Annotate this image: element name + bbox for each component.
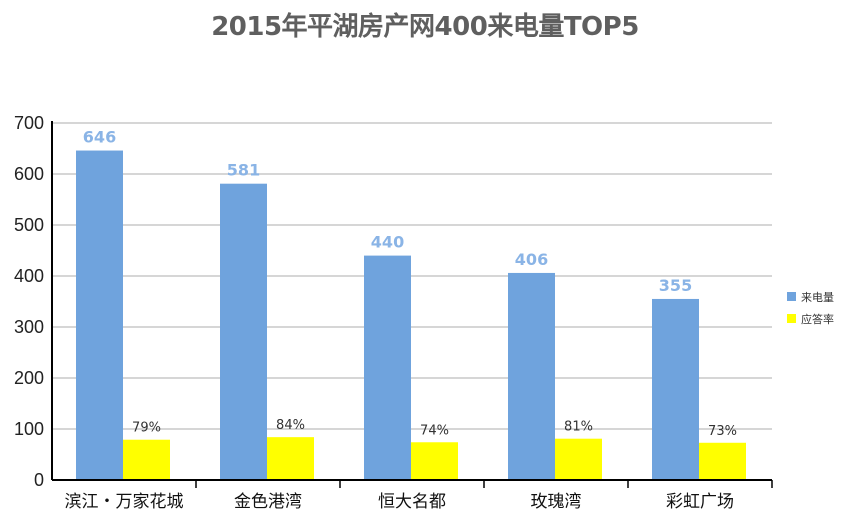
bar-answer-rate (699, 442, 746, 480)
bar-answer-rate (555, 438, 602, 480)
bar-call-volume (652, 298, 699, 480)
bar-call-volume (220, 183, 267, 480)
data-labels: 646 79% 581 84% 440 74% 406 81% 355 73% (83, 128, 737, 439)
gridlines (52, 122, 772, 430)
data-label-answer-rate: 79% (132, 421, 161, 436)
y-tick-label: 0 (34, 470, 44, 490)
bar-answer-rate (267, 437, 314, 480)
data-label-call-volume: 440 (371, 233, 404, 252)
legend-label: 来电量 (801, 291, 834, 304)
x-category-label: 恒大名都 (378, 492, 446, 512)
y-tick-label: 700 (14, 113, 44, 133)
x-category-label: 滨江・万家花城 (65, 492, 184, 512)
y-tick-label: 100 (14, 419, 44, 439)
x-category-label: 金色港湾 (234, 492, 302, 512)
data-label-call-volume: 646 (83, 128, 116, 147)
legend-label: 应答率 (801, 312, 834, 326)
data-label-answer-rate: 73% (708, 424, 737, 439)
bar-answer-rate (123, 439, 170, 480)
legend-swatch (787, 314, 796, 323)
y-tick-label: 400 (14, 266, 44, 286)
data-label-call-volume: 406 (515, 250, 548, 269)
chart-title: 2015年平湖房产网400来电量TOP5 (211, 12, 639, 42)
bar-call-volume (364, 255, 411, 480)
y-tick-label: 500 (14, 215, 44, 235)
data-label-answer-rate: 74% (420, 423, 449, 438)
x-category-label: 玫瑰湾 (531, 492, 582, 512)
data-label-call-volume: 355 (659, 276, 692, 295)
bars (76, 150, 746, 481)
data-label-answer-rate: 84% (276, 418, 305, 433)
y-tick-label: 300 (14, 317, 44, 337)
y-tick-label: 200 (14, 368, 44, 388)
axes: 0 100 200 300 400 500 600 700 滨江・万家花城 金色港湾 恒大名都 玫瑰湾… (14, 113, 773, 512)
bar-call-volume (76, 150, 123, 481)
legend-swatch (787, 292, 796, 301)
bar-call-volume (508, 272, 555, 480)
data-label-call-volume: 581 (227, 161, 260, 180)
y-tick-label: 600 (14, 164, 44, 184)
bar-answer-rate (411, 442, 458, 480)
data-label-answer-rate: 81% (564, 420, 593, 435)
x-category-label: 彩虹广场 (666, 492, 734, 512)
